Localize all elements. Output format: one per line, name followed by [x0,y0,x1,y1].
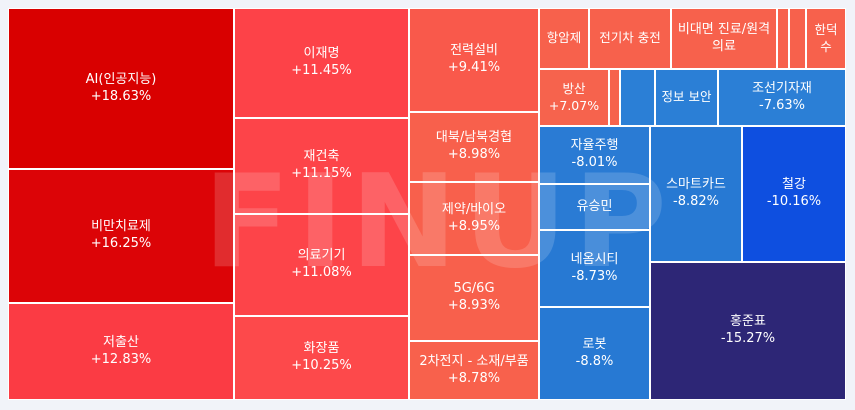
tile-value: +9.41% [447,60,501,75]
tile-label: 재건축 [303,149,340,165]
tile-value: +12.83% [90,351,152,367]
tile-label: 의료기기 [297,248,346,264]
treemap-tile[interactable]: 한덕수 [806,8,846,69]
treemap-tile[interactable]: 방산 +7.07% [539,69,609,126]
tile-value: +8.98% [447,147,501,162]
tile-label: 전력설비 [450,43,498,59]
tile-label: 항암제 [546,30,582,46]
treemap-tile[interactable]: 화장품 +10.25% [234,316,409,400]
treemap-tile[interactable]: 조선기자재 -7.63% [718,69,846,126]
treemap-tile[interactable]: 전기차 충전 [589,8,671,69]
tile-label: 2차전지 - 소재/부품 [419,353,529,369]
treemap-tile[interactable]: 이재명 +11.45% [234,8,409,118]
tile-label: 저출산 [103,334,139,350]
tile-label: 대북/남북경협 [435,130,513,146]
treemap-tile[interactable]: 항암제 [539,8,589,69]
tile-value: -10.16% [766,194,822,209]
treemap-tile[interactable]: 스마트카드 -8.82% [650,126,742,262]
treemap-tile[interactable]: 5G/6G +8.93% [409,255,539,341]
tile-label: 정보 보안 [661,89,712,105]
tile-label: 전기차 충전 [599,30,661,46]
treemap-tile[interactable] [609,69,620,126]
tile-value: +18.63% [90,88,152,104]
tile-value: -15.27% [720,331,776,346]
tile-value: +7.07% [548,97,600,113]
treemap-tile[interactable] [789,8,806,69]
tile-label: 이재명 [303,46,340,62]
tile-label: 홍준표 [730,314,766,330]
treemap-tile[interactable]: 유승민 [539,184,650,230]
tile-label: 비대면 진료/원격의료 [677,21,771,54]
tile-label: 철강 [782,177,806,193]
tile-label: 비만치료제 [91,219,151,235]
treemap-tile[interactable] [620,69,655,126]
tile-label: 유승민 [576,198,613,214]
tile-label: 자율주행 [570,138,619,154]
tile-value: -8.01% [571,155,618,170]
treemap-tile[interactable]: 자율주행 -8.01% [539,126,650,184]
treemap-tile[interactable]: 비대면 진료/원격의료 [671,8,777,69]
treemap-tile[interactable]: 2차전지 - 소재/부품 +8.78% [409,341,539,400]
treemap-tile[interactable]: 저출산 +12.83% [8,303,234,400]
tile-value: +11.45% [291,63,352,78]
tile-value: -7.63% [759,97,805,113]
treemap-tile[interactable]: 의료기기 +11.08% [234,214,409,316]
tile-value: +8.78% [447,370,501,386]
treemap-tile[interactable]: 비만치료제 +16.25% [8,169,234,303]
treemap-tile[interactable]: 제약/바이오 +8.95% [409,182,539,255]
tile-value: -8.73% [571,268,618,284]
tile-label: 스마트카드 [666,177,726,193]
treemap-tile[interactable]: 홍준표 -15.27% [650,262,846,400]
treemap-tile[interactable]: AI(인공지능) +18.63% [8,8,234,169]
treemap-tile[interactable]: 정보 보안 [655,69,718,126]
tile-label: 제약/바이오 [441,201,507,217]
tile-label: AI(인공지능) [85,71,157,87]
tile-label: 조선기자재 [752,80,812,96]
tile-label: 한덕수 [814,22,838,54]
tile-value: +11.08% [291,265,352,280]
treemap-tile[interactable]: 재건축 +11.15% [234,118,409,214]
tile-value: -8.8% [575,353,614,369]
tile-label: 로봇 [582,336,607,352]
treemap-tile[interactable]: 대북/남북경협 +8.98% [409,112,539,182]
treemap-tile[interactable]: 네옴시티 -8.73% [539,230,650,307]
treemap-tile[interactable] [777,8,789,69]
tile-value: +11.15% [291,166,352,181]
tile-value: +8.93% [447,298,501,313]
treemap-tile[interactable]: 철강 -10.16% [742,126,846,262]
tile-value: +8.95% [447,218,501,234]
treemap-tile[interactable]: 전력설비 +9.41% [409,8,539,112]
treemap-tile[interactable]: 로봇 -8.8% [539,307,650,400]
tile-label: 화장품 [303,341,340,357]
tile-label: 방산 [562,81,586,97]
tile-label: 네옴시티 [570,251,619,267]
tile-label: 5G/6G [453,281,495,297]
tile-value: +10.25% [291,358,352,373]
tile-value: -8.82% [673,194,719,209]
tile-value: +16.25% [90,236,152,251]
treemap: AI(인공지능) +18.63% 비만치료제 +16.25% 저출산 +12.83% 이재명… [8,8,846,400]
